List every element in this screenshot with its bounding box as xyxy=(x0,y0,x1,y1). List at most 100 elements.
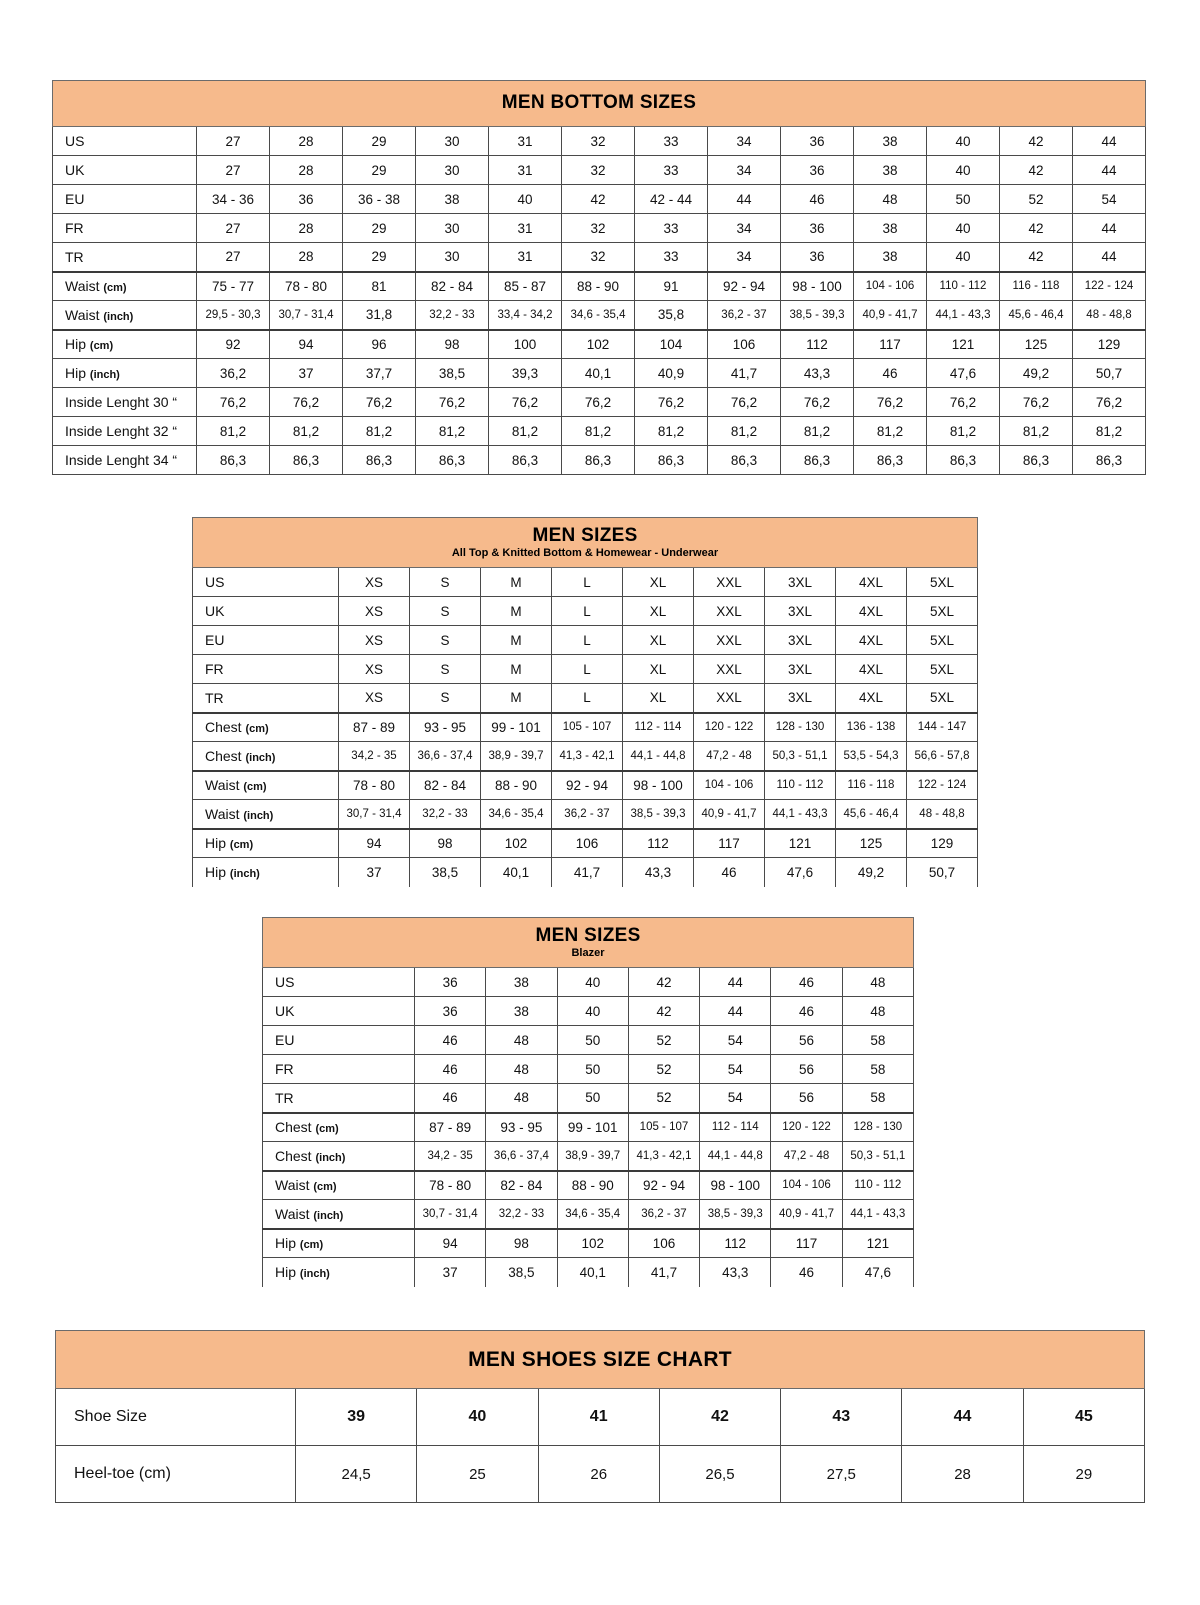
cell: 117 xyxy=(853,328,927,359)
row-label-chest: Chest (cm) xyxy=(262,1111,415,1142)
cell: 76,2 xyxy=(1072,387,1146,417)
row-label-text: Hip xyxy=(275,1264,297,1281)
table-row: Chest (cm) 87 - 89 93 - 95 99 - 101 105 - 10… xyxy=(262,1111,915,1142)
cell: 125 xyxy=(835,827,907,858)
row-label-unit: (cm) xyxy=(245,723,269,736)
cell: 112 - 114 xyxy=(699,1111,772,1142)
cell: 44,1 - 43,3 xyxy=(926,300,1000,330)
cell: 129 xyxy=(1072,328,1146,359)
cell: 32,2 - 33 xyxy=(409,799,481,829)
cell: 52 xyxy=(627,1083,701,1113)
cell: 88 - 90 xyxy=(556,1169,629,1200)
cell: 3XL xyxy=(764,625,836,655)
cell: 81,2 xyxy=(780,416,854,446)
cell: 86,3 xyxy=(342,445,416,475)
table-row: Waist (inch) 30,7 - 31,4 32,2 - 33 34,6 - 3… xyxy=(262,1199,915,1229)
cell: 36,6 - 37,4 xyxy=(485,1141,558,1171)
cell: 110 - 112 xyxy=(764,769,836,800)
cell: 30 xyxy=(415,155,489,185)
cell: 34,2 - 35 xyxy=(338,741,410,771)
cell: 88 - 90 xyxy=(480,769,552,800)
cell: 4XL xyxy=(835,567,907,597)
table-row: EU 46 48 50 52 54 56 58 xyxy=(262,1025,915,1055)
table-subtitle: Blazer xyxy=(571,947,605,960)
row-label-uk: UK xyxy=(52,155,197,185)
cell: 42 xyxy=(999,155,1073,185)
cell: 81,2 xyxy=(926,416,1000,446)
row-label-unit: (cm) xyxy=(243,781,267,794)
cell: 46 xyxy=(770,996,843,1026)
cell: XL xyxy=(622,567,694,597)
cell: 31 xyxy=(488,155,562,185)
row-label-inside-lenght-30: Inside Lenght 30 “ xyxy=(52,387,197,417)
cell: 34 - 36 xyxy=(196,184,270,214)
cell: 81,2 xyxy=(269,416,343,446)
cell: 35,8 xyxy=(634,300,708,330)
cell: 42 xyxy=(627,996,701,1026)
table-row: EU XS S M L XL XXL 3XL 4XL 5XL xyxy=(192,625,978,655)
cell: 38 xyxy=(415,184,489,214)
cell: 105 - 107 xyxy=(551,711,623,742)
row-label-unit: (inch) xyxy=(243,809,274,822)
table-title-cell: MEN BOTTOM SIZES xyxy=(52,80,1146,127)
cell: 50 xyxy=(556,1025,629,1055)
cell: 76,2 xyxy=(342,387,416,417)
cell: 129 xyxy=(906,827,978,858)
cell: 92 - 94 xyxy=(551,769,623,800)
cell: 86,3 xyxy=(415,445,489,475)
cell: 50 xyxy=(556,1083,629,1113)
table-row: UK XS S M L XL XXL 3XL 4XL 5XL xyxy=(192,596,978,626)
cell: 40,9 - 41,7 xyxy=(770,1199,843,1229)
cell: 86,3 xyxy=(853,445,927,475)
cell: 82 - 84 xyxy=(409,769,481,800)
cell: 40 xyxy=(926,213,1000,243)
row-label-text: EU xyxy=(205,632,225,648)
cell: 112 xyxy=(699,1227,772,1258)
row-label-tr: TR xyxy=(192,683,339,713)
cell: 46 xyxy=(770,1257,843,1287)
cell: 29 xyxy=(342,213,416,243)
cell: 40 xyxy=(488,184,562,214)
row-label-text: US xyxy=(275,974,295,990)
table-row: Waist (cm) 78 - 80 82 - 84 88 - 90 92 - 94 98… xyxy=(192,769,978,800)
cell: 33 xyxy=(634,213,708,243)
row-label-unit: (inch) xyxy=(103,310,134,323)
table-row: Hip (cm) 94 98 102 106 112 117 121 125 129 xyxy=(192,827,978,858)
cell: 87 - 89 xyxy=(413,1111,487,1142)
cell: 32 xyxy=(561,126,635,156)
cell: 81,2 xyxy=(196,416,270,446)
cell: 46 xyxy=(693,857,765,887)
cell: 43 xyxy=(780,1388,903,1446)
row-label-waist: Waist (cm) xyxy=(192,769,339,800)
cell: 104 - 106 xyxy=(853,270,927,301)
cell: 58 xyxy=(841,1054,915,1084)
table-title-row: MEN SHOES SIZE CHART xyxy=(55,1330,1145,1389)
row-label-us: US xyxy=(52,126,197,156)
cell: 88 - 90 xyxy=(561,270,635,301)
cell: XS xyxy=(338,567,410,597)
cell: 27 xyxy=(196,155,270,185)
cell: 48 xyxy=(485,1054,558,1084)
row-label-text: Chest xyxy=(205,747,242,764)
row-label-text: FR xyxy=(205,661,224,677)
cell: 29 xyxy=(1022,1445,1146,1503)
cell: 41,7 xyxy=(551,857,623,887)
cell: 56 xyxy=(770,1083,843,1113)
cell: 3XL xyxy=(764,567,836,597)
cell: 42 - 44 xyxy=(634,184,708,214)
row-label-text: Hip xyxy=(205,835,227,852)
cell: 47,6 xyxy=(926,358,1000,388)
cell: 76,2 xyxy=(926,387,1000,417)
cell: 34 xyxy=(707,213,781,243)
cell: 40,9 xyxy=(634,358,708,388)
cell: 44 xyxy=(699,967,772,997)
cell: 28 xyxy=(269,126,343,156)
cell: 92 - 94 xyxy=(627,1169,701,1200)
cell: 38 xyxy=(853,213,927,243)
cell: 44 xyxy=(901,1388,1024,1446)
cell: 54 xyxy=(699,1025,772,1055)
cell: 87 - 89 xyxy=(338,711,410,742)
cell: 81,2 xyxy=(488,416,562,446)
cell: 31 xyxy=(488,213,562,243)
cell: 76,2 xyxy=(853,387,927,417)
